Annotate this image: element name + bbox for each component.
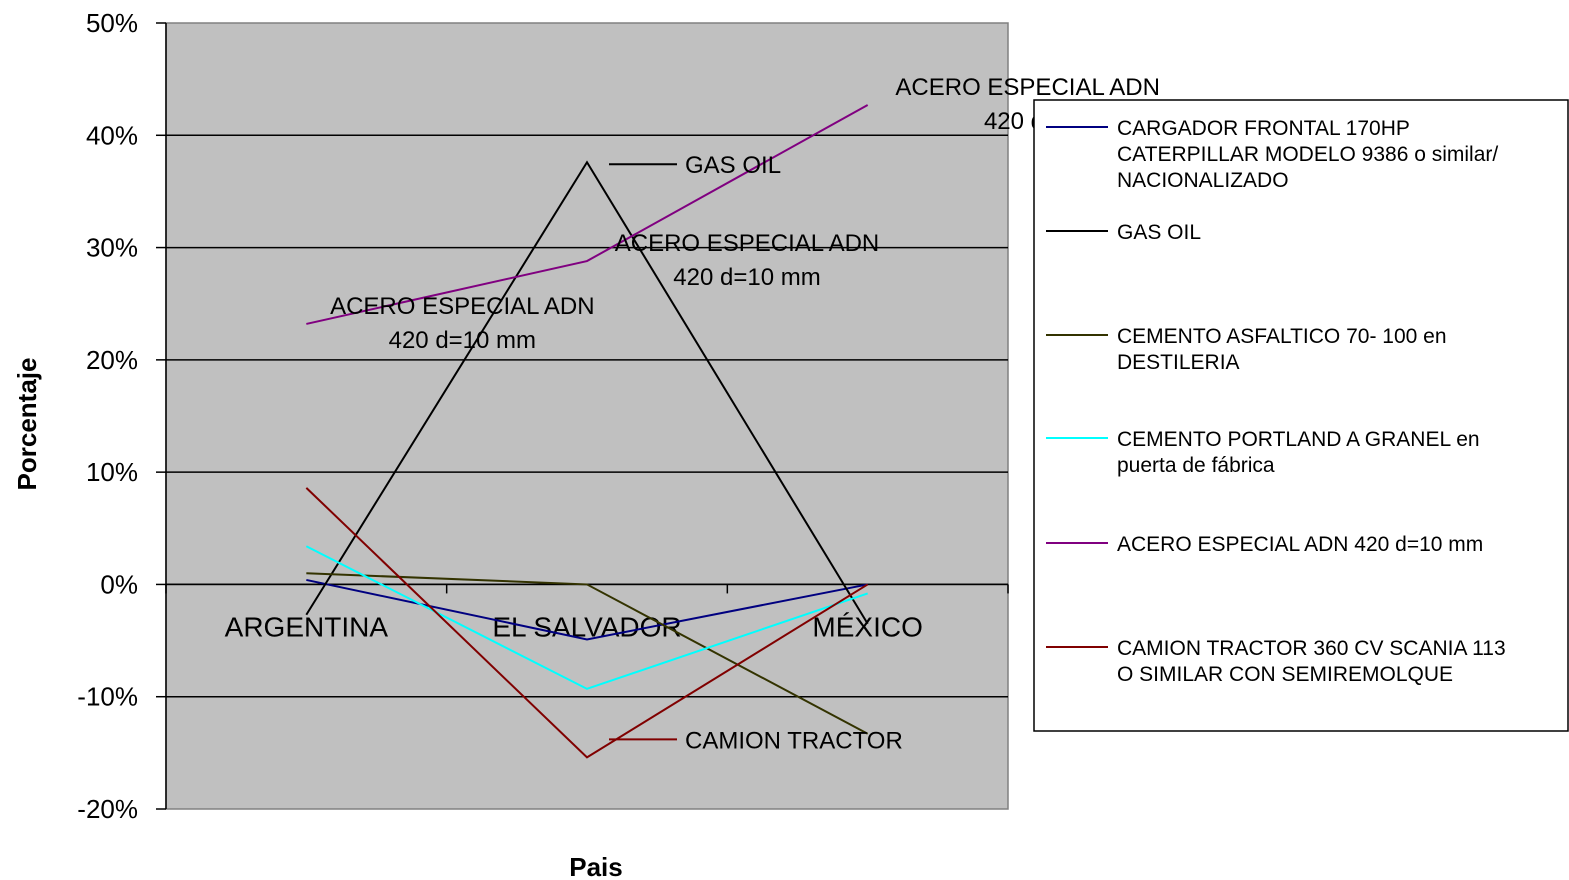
annotations: ACERO ESPECIAL ADN 420 d=10 mm ACERO ESPEC… [330, 74, 1160, 754]
series-lines [305, 104, 869, 759]
annotation-label: GAS OIL [685, 152, 781, 179]
series-line [306, 578, 868, 641]
y-tick-label: 20% [86, 345, 138, 375]
y-tick-label: 50% [86, 8, 138, 38]
y-tick-label: -20% [77, 794, 138, 824]
legend-label: puerta de fábrica [1117, 454, 1275, 477]
annotation-label: ACERO ESPECIAL ADN [895, 74, 1160, 101]
legend-label: ACERO ESPECIAL ADN 420 d=10 mm [1117, 533, 1483, 556]
series-line [306, 104, 869, 325]
legend-label: CAMION TRACTOR 360 CV SCANIA 113 [1117, 637, 1506, 660]
y-tick-label: 0% [100, 569, 138, 599]
y-axis-title: Porcentaje [12, 358, 42, 491]
legend-label: CEMENTO ASFALTICO 70- 100 en [1117, 325, 1447, 348]
x-axis-title: Pais [569, 852, 623, 880]
plot-area [165, 22, 1009, 810]
legend-label: NACIONALIZADO [1117, 169, 1289, 192]
y-tick-label: 10% [86, 457, 138, 487]
y-tick-label: 40% [86, 120, 138, 150]
x-tick-label: ARGENTINA [225, 611, 389, 642]
legend-label: CARGADOR FRONTAL 170HP [1117, 117, 1410, 140]
series-line [305, 487, 869, 759]
legend-label: CATERPILLAR MODELO 9386 o similar/ [1117, 143, 1498, 166]
legend-label: GAS OIL [1117, 221, 1201, 244]
y-tick-label: -10% [77, 682, 138, 712]
annotation-label: ACERO ESPECIAL ADN [330, 293, 595, 320]
annotation-label: ACERO ESPECIAL ADN [615, 230, 880, 257]
y-axis-ticks: 50% 40% 30% 20% 10% 0% -10% -20% [77, 8, 166, 824]
y-tick-label: 30% [86, 233, 138, 263]
legend-label: CEMENTO PORTLAND A GRANEL en [1117, 428, 1480, 451]
annotation-label: 420 d=10 mm [673, 264, 820, 291]
legend: CARGADOR FRONTAL 170HP CATERPILLAR MODELO… [1033, 99, 1569, 732]
x-tick-label: MÉXICO [812, 611, 922, 642]
annotation-label: 420 d=10 mm [389, 327, 536, 354]
x-axis-ticks: ARGENTINA EL SALVADOR MÉXICO [165, 584, 1009, 642]
legend-box [1033, 99, 1569, 732]
annotation-label: CAMION TRACTOR [685, 727, 903, 754]
legend-label: DESTILERIA [1117, 351, 1240, 374]
series-line [305, 160, 869, 625]
plot-background [165, 22, 1009, 810]
legend-label: O SIMILAR CON SEMIREMOLQUE [1117, 663, 1453, 686]
series-line [305, 545, 868, 690]
